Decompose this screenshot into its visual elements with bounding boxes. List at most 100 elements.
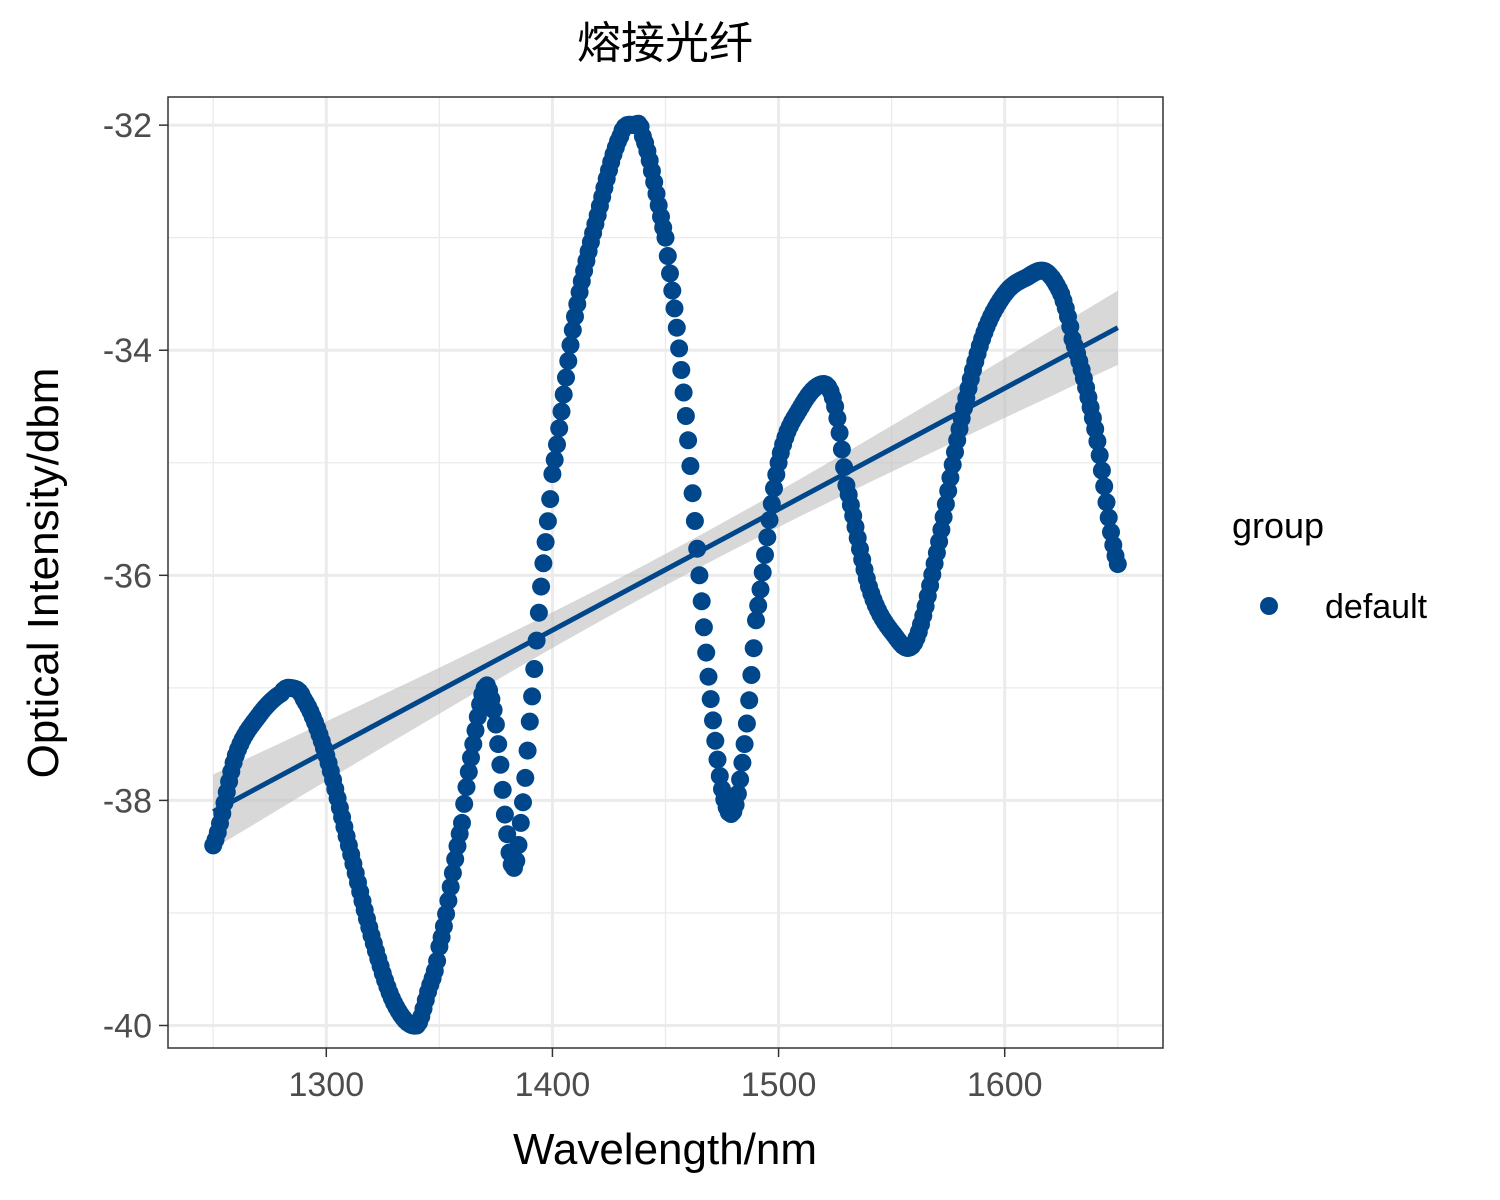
data-point xyxy=(663,281,682,300)
data-point xyxy=(742,666,761,684)
data-point xyxy=(683,484,702,503)
data-point xyxy=(495,805,514,824)
data-point xyxy=(667,318,686,337)
data-point xyxy=(665,299,684,318)
data-point xyxy=(658,247,677,265)
data-point xyxy=(552,402,571,421)
data-point xyxy=(704,711,722,730)
y-tick-label: -36 xyxy=(103,557,152,595)
data-point xyxy=(462,748,480,767)
data-point xyxy=(751,580,770,599)
data-point xyxy=(694,618,713,637)
data-point xyxy=(545,450,564,469)
data-point xyxy=(670,339,689,358)
data-point xyxy=(459,762,478,781)
data-point xyxy=(828,409,847,428)
data-point xyxy=(498,825,517,844)
data-point xyxy=(439,891,458,910)
data-point xyxy=(511,813,530,832)
data-point xyxy=(1088,432,1107,451)
data-point xyxy=(523,687,542,706)
y-axis-title: Optical Intensity/dbm xyxy=(19,368,68,779)
data-point xyxy=(740,691,759,710)
data-point xyxy=(832,440,851,459)
data-point xyxy=(733,753,752,772)
data-point xyxy=(543,465,562,483)
data-point xyxy=(529,603,548,622)
data-point xyxy=(466,721,485,740)
data-point xyxy=(690,566,709,585)
x-tick-label: 1300 xyxy=(288,1066,364,1104)
data-point xyxy=(514,793,532,812)
data-point xyxy=(676,407,695,425)
data-point xyxy=(532,577,551,596)
y-tick-label: -32 xyxy=(103,107,152,145)
data-point xyxy=(749,596,768,615)
legend-title: group xyxy=(1232,505,1324,546)
x-tick-label: 1500 xyxy=(741,1066,817,1104)
chart-title: 熔接光纤 xyxy=(577,18,753,69)
data-point xyxy=(706,731,725,750)
data-point xyxy=(509,836,528,854)
x-axis-ticks: 1300 1400 1500 1600 xyxy=(288,1048,1043,1104)
data-point xyxy=(744,639,763,658)
data-point xyxy=(728,784,747,803)
y-axis-ticks: -40 -38 -36 -34 -32 xyxy=(103,107,168,1045)
data-point xyxy=(756,545,774,564)
data-point xyxy=(697,643,716,662)
data-point xyxy=(538,512,557,531)
data-point xyxy=(708,750,727,769)
data-point xyxy=(491,755,510,774)
data-point xyxy=(453,813,471,832)
data-point xyxy=(563,321,582,340)
data-point xyxy=(443,864,462,882)
fit-line-layer xyxy=(212,325,1119,814)
data-point xyxy=(735,735,754,754)
y-tick-label: -40 xyxy=(103,1007,152,1045)
data-point xyxy=(516,768,535,787)
data-point xyxy=(1095,477,1114,496)
data-point xyxy=(753,563,772,582)
data-point xyxy=(830,423,849,442)
x-tick-label: 1600 xyxy=(967,1066,1043,1104)
data-point xyxy=(541,490,560,509)
data-point xyxy=(534,554,553,573)
data-point xyxy=(692,592,711,611)
data-point xyxy=(747,611,765,630)
data-point xyxy=(525,660,544,678)
data-point xyxy=(464,735,483,754)
data-point xyxy=(441,877,460,896)
data-points-layer xyxy=(204,114,1127,1035)
data-point xyxy=(486,715,505,734)
x-tick-label: 1400 xyxy=(515,1066,591,1104)
data-point xyxy=(548,435,566,454)
data-point xyxy=(489,735,508,754)
y-tick-label: -38 xyxy=(103,782,152,820)
data-point xyxy=(758,528,777,547)
data-point xyxy=(701,690,720,709)
data-point xyxy=(661,264,679,283)
data-point xyxy=(1092,461,1111,480)
data-point xyxy=(679,431,698,450)
data-point xyxy=(550,419,569,438)
data-point xyxy=(557,368,575,387)
legend-label: default xyxy=(1325,588,1428,626)
data-point xyxy=(674,383,693,402)
data-point xyxy=(1097,493,1116,512)
data-point xyxy=(731,770,750,789)
data-point xyxy=(685,512,704,530)
data-point xyxy=(507,851,526,870)
data-point xyxy=(457,778,476,797)
data-point xyxy=(554,385,573,404)
y-tick-label: -34 xyxy=(103,332,152,370)
fit-line xyxy=(212,325,1119,814)
data-point xyxy=(699,667,718,686)
data-point xyxy=(1099,508,1118,527)
data-point xyxy=(484,701,503,719)
data-point xyxy=(672,361,691,379)
data-point xyxy=(656,228,675,247)
data-point xyxy=(1090,446,1109,465)
x-axis-title: Wavelength/nm xyxy=(513,1125,817,1174)
data-point xyxy=(518,741,537,760)
